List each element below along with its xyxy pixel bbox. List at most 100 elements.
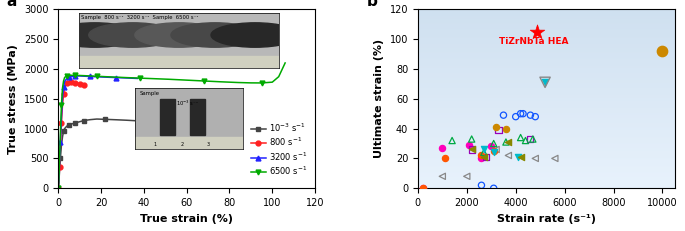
Point	[527, 137, 538, 141]
3200 s$^{-1}$	[79, 75, 88, 78]
Point	[417, 186, 428, 190]
Line: 6500 s$^{-1}$: 6500 s$^{-1}$	[55, 61, 288, 191]
$10^{-3}$ s$^{-1}$	[54, 187, 62, 190]
800 s$^{-1}$	[60, 85, 68, 88]
Y-axis label: True stress (MPa): True stress (MPa)	[8, 44, 18, 154]
$10^{-3}$ s$^{-1}$	[71, 122, 79, 124]
Point	[503, 140, 514, 144]
$10^{-3}$ s$^{-1}$	[58, 144, 66, 147]
6500 s$^{-1}$	[281, 61, 289, 64]
Point	[515, 136, 526, 139]
6500 s$^{-1}$	[58, 103, 66, 106]
Point	[481, 155, 492, 159]
800 s$^{-1}$	[69, 81, 77, 84]
$10^{-3}$ s$^{-1}$	[58, 136, 66, 138]
6500 s$^{-1}$	[69, 74, 77, 77]
Point	[490, 148, 501, 151]
6500 s$^{-1}$	[54, 187, 62, 190]
Point	[466, 148, 477, 151]
Point	[530, 157, 540, 160]
800 s$^{-1}$	[58, 121, 66, 124]
Point	[498, 113, 509, 117]
$10^{-3}$ s$^{-1}$	[55, 181, 63, 184]
6500 s$^{-1}$	[247, 82, 255, 84]
6500 s$^{-1}$	[75, 74, 84, 77]
$10^{-3}$ s$^{-1}$	[123, 119, 131, 122]
Legend: FeNiMoW$^{20}$, RHEA$^{25-28,\ 37}$, 3d-HEA$^{31-36}$, Steels$^{38-41}$, Pure me: FeNiMoW$^{20}$, RHEA$^{25-28,\ 37}$, 3d-…	[682, 10, 685, 142]
6500 s$^{-1}$	[55, 178, 63, 181]
6500 s$^{-1}$	[216, 80, 225, 83]
3200 s$^{-1}$	[67, 75, 75, 78]
Line: 800 s$^{-1}$: 800 s$^{-1}$	[55, 80, 86, 191]
Point	[510, 115, 521, 119]
3200 s$^{-1}$	[101, 76, 110, 79]
6500 s$^{-1}$	[55, 160, 64, 163]
3200 s$^{-1}$	[75, 75, 84, 77]
$10^{-3}$ s$^{-1}$	[60, 130, 68, 132]
Line: $10^{-3}$ s$^{-1}$: $10^{-3}$ s$^{-1}$	[55, 117, 172, 191]
Point	[493, 128, 504, 132]
Point	[437, 174, 448, 178]
6500 s$^{-1}$	[165, 78, 173, 81]
Point	[525, 113, 536, 117]
Point	[461, 174, 472, 178]
$10^{-3}$ s$^{-1}$	[136, 120, 144, 122]
X-axis label: True strain (%): True strain (%)	[140, 213, 233, 224]
Point	[466, 148, 477, 151]
Point	[549, 157, 560, 160]
3200 s$^{-1}$	[60, 80, 68, 83]
6500 s$^{-1}$	[275, 75, 283, 78]
X-axis label: Strain rate (s⁻¹): Strain rate (s⁻¹)	[497, 213, 596, 224]
800 s$^{-1}$	[56, 146, 64, 149]
$10^{-3}$ s$^{-1}$	[62, 125, 71, 128]
Point	[518, 112, 529, 116]
$10^{-3}$ s$^{-1}$	[92, 118, 101, 120]
6500 s$^{-1}$	[60, 79, 68, 82]
800 s$^{-1}$	[62, 82, 71, 85]
$10^{-3}$ s$^{-1}$	[56, 157, 64, 160]
6500 s$^{-1}$	[58, 87, 66, 89]
Point	[512, 155, 523, 159]
Text: a: a	[7, 0, 17, 9]
Point	[476, 154, 487, 157]
Point	[531, 30, 542, 33]
800 s$^{-1}$	[58, 103, 66, 106]
6500 s$^{-1}$	[92, 75, 101, 78]
$10^{-3}$ s$^{-1}$	[86, 118, 95, 121]
6500 s$^{-1}$	[112, 76, 120, 79]
6500 s$^{-1}$	[86, 75, 95, 77]
800 s$^{-1}$	[75, 82, 84, 85]
Point	[657, 49, 668, 53]
3200 s$^{-1}$	[71, 75, 79, 77]
$10^{-3}$ s$^{-1}$	[55, 170, 64, 173]
3200 s$^{-1}$	[58, 115, 66, 118]
$10^{-3}$ s$^{-1}$	[60, 127, 68, 130]
6500 s$^{-1}$	[258, 82, 266, 84]
Point	[488, 149, 499, 153]
Point	[520, 139, 531, 142]
$10^{-3}$ s$^{-1}$	[67, 123, 75, 125]
$10^{-3}$ s$^{-1}$	[75, 120, 84, 123]
6500 s$^{-1}$	[60, 76, 68, 79]
Point	[476, 157, 487, 160]
Point	[501, 140, 512, 144]
3200 s$^{-1}$	[55, 163, 64, 166]
6500 s$^{-1}$	[101, 75, 110, 78]
800 s$^{-1}$	[55, 180, 63, 182]
Point	[540, 80, 551, 84]
Point	[476, 183, 487, 187]
Text: TiZrNbTa HEA: TiZrNbTa HEA	[499, 36, 568, 46]
6500 s$^{-1}$	[71, 74, 79, 77]
Point	[478, 151, 489, 154]
$10^{-3}$ s$^{-1}$	[65, 124, 73, 126]
800 s$^{-1}$	[55, 166, 64, 169]
800 s$^{-1}$	[79, 83, 88, 86]
Point	[437, 146, 448, 150]
6500 s$^{-1}$	[136, 77, 144, 79]
3200 s$^{-1}$	[54, 187, 62, 190]
Point	[486, 145, 497, 148]
Point	[515, 155, 526, 159]
6500 s$^{-1}$	[62, 75, 71, 77]
$10^{-3}$ s$^{-1}$	[151, 120, 159, 123]
6500 s$^{-1}$	[151, 77, 159, 80]
